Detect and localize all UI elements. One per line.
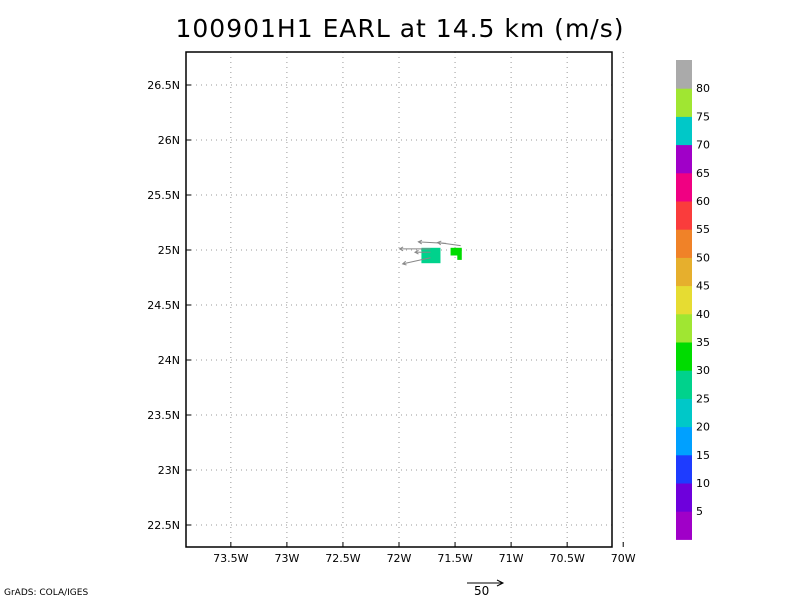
lat-tick-label: 26N	[158, 134, 180, 147]
lon-tick-label: 73W	[274, 552, 299, 565]
colorbar-swatch	[676, 201, 692, 230]
colorbar-swatch	[676, 144, 692, 174]
colorbar-label: 75	[696, 110, 710, 123]
latitude-labels: 22.5N 23N 23.5N 24N 24.5N 25N 25.5N 26N 26.5N	[147, 79, 180, 532]
lon-tick-label: 70.5W	[549, 552, 584, 565]
colorbar-swatch	[676, 454, 692, 484]
lon-tick-label: 70W	[611, 552, 636, 565]
reference-vector	[467, 579, 505, 587]
lon-tick-label: 72W	[387, 552, 412, 565]
lat-tick-label: 22.5N	[147, 519, 180, 532]
reference-vector-label: 50	[474, 584, 490, 598]
wind-vector	[398, 246, 431, 252]
wind-speed-cell	[421, 247, 441, 264]
colorbar-label: 55	[696, 223, 710, 236]
lat-tick-label: 23N	[158, 464, 180, 477]
lat-tick-label: 25.5N	[147, 189, 180, 202]
colorbar-swatch	[676, 370, 692, 399]
colorbar-label: 70	[696, 139, 710, 152]
lat-tick-label: 26.5N	[147, 79, 180, 92]
longitude-labels: 73.5W 73W 72.5W 72W 71.5W 71W 70.5W 70W	[213, 552, 636, 565]
lat-tick-label: 24N	[158, 354, 180, 367]
lat-tick-label: 23.5N	[147, 409, 180, 422]
lat-tick-label: 25N	[158, 244, 180, 257]
colorbar-swatch	[676, 342, 692, 371]
colorbar-label: 35	[696, 336, 710, 349]
wind-vector	[436, 240, 461, 247]
colorbar-label: 50	[696, 251, 710, 264]
wind-vector	[413, 249, 431, 255]
lon-tick-label: 72.5W	[325, 552, 360, 565]
colorbar-swatch	[676, 116, 692, 146]
wind-speed-cells	[421, 247, 462, 264]
colorbar-label: 5	[696, 505, 703, 518]
colorbar-swatch	[676, 229, 692, 258]
colorbar-swatch	[676, 257, 692, 287]
lon-tick-label: 71W	[499, 552, 524, 565]
colorbar-label: 80	[696, 82, 710, 95]
grads-credit: GrADS: COLA/IGES	[4, 588, 89, 598]
colorbar-label: 65	[696, 167, 710, 180]
colorbar-swatch	[676, 483, 692, 512]
colorbar-swatch	[676, 398, 692, 428]
colorbar-swatch	[676, 172, 692, 202]
colorbar-swatch	[676, 285, 692, 315]
colorbar-label: 25	[696, 392, 710, 405]
colorbar-label: 40	[696, 308, 710, 321]
lat-tick-label: 24.5N	[147, 299, 180, 312]
colorbar-label: 15	[696, 449, 710, 462]
wind-speed-cell	[450, 247, 462, 256]
colorbar-label: 45	[696, 280, 710, 293]
lon-tick-label: 73.5W	[213, 552, 248, 565]
grid-lines	[186, 52, 624, 547]
map-frame	[185, 51, 613, 548]
colorbar-swatch	[676, 313, 692, 343]
wind-vectors	[398, 239, 461, 266]
colorbar-swatch	[676, 426, 692, 456]
lon-tick-label: 71.5W	[437, 552, 472, 565]
colorbar-swatch	[676, 88, 692, 117]
map-title: 100901H1 EARL at 14.5 km (m/s)	[175, 14, 625, 43]
colorbar-label: 30	[696, 364, 710, 377]
colorbar-label: 10	[696, 477, 710, 490]
colorbar-label: 20	[696, 421, 710, 434]
wind-vector	[401, 257, 431, 266]
colorbar-swatch	[676, 60, 692, 89]
wind-speed-cell	[457, 255, 462, 260]
colorbar-swatch	[676, 511, 692, 540]
colorbar: 5 10 15 20 25 30 35 40 45 50 55 60 65 70 75 80	[676, 60, 710, 540]
colorbar-label: 60	[696, 195, 710, 208]
